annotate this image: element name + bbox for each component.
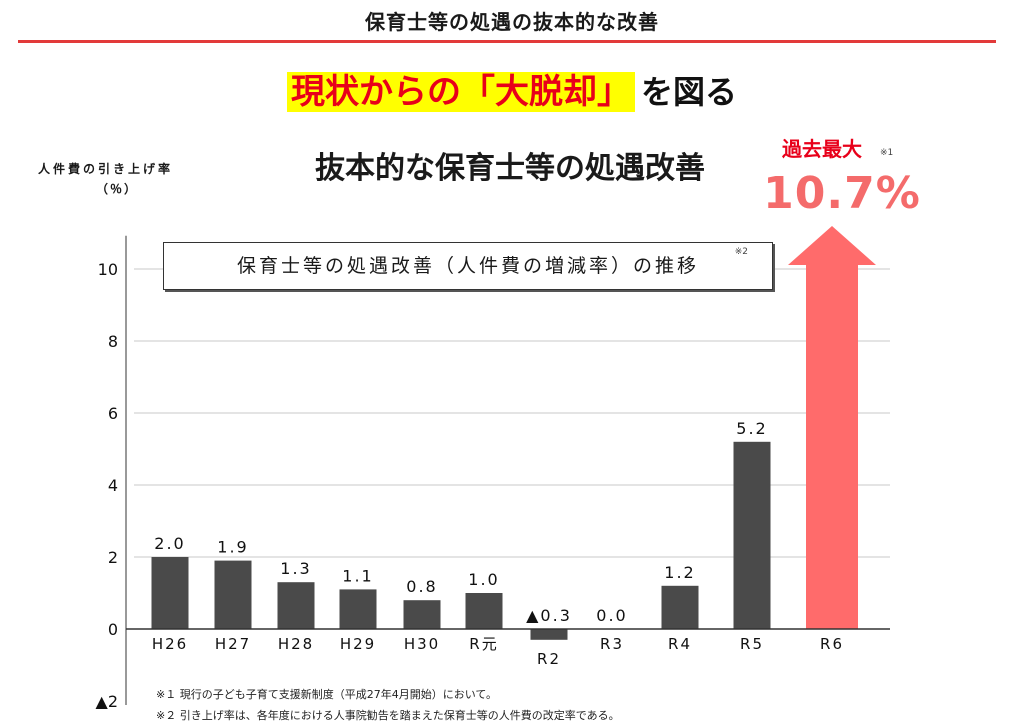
- category-label: H30: [404, 635, 440, 653]
- y-tick-label: 10: [98, 260, 118, 279]
- category-label: H26: [152, 635, 188, 653]
- bar: [733, 441, 771, 629]
- title-divider: [18, 40, 996, 43]
- record-footnote-mark: ※1: [880, 148, 894, 158]
- bar-value-label: 0.0: [596, 606, 627, 625]
- bar: [151, 557, 189, 629]
- record-value: 10.7%: [763, 168, 921, 219]
- y-tick-label: 0: [108, 620, 118, 639]
- y-tick-label: 8: [108, 332, 118, 351]
- bar-value-label: 1.1: [342, 566, 373, 585]
- bar-value-label: 0.8: [406, 577, 437, 596]
- category-label: R5: [740, 635, 764, 653]
- y-axis-label: 人件費の引き上げ率: [38, 162, 174, 176]
- bar-value-label: 2.0: [154, 534, 185, 553]
- bar: [465, 593, 503, 629]
- y-tick-label: 4: [108, 476, 118, 495]
- y-tick-label: ▲2: [96, 692, 118, 711]
- y-tick-label: 2: [108, 548, 118, 567]
- footnote-2: ※２ 引き上げ率は、各年度における人事院勧告を踏まえた保育士等の人件費の改定率で…: [156, 709, 620, 722]
- category-label: R3: [600, 635, 624, 653]
- bar-value-label: 1.2: [664, 563, 695, 582]
- category-label: R2: [537, 650, 561, 668]
- record-arrow: [788, 226, 876, 629]
- category-label: H27: [215, 635, 251, 653]
- headline: 現状からの「大脱却」 を図る: [0, 68, 1024, 116]
- category-label: R元: [469, 635, 498, 653]
- category-label: H29: [340, 635, 376, 653]
- headline-highlight: 現状からの「大脱却」: [286, 72, 635, 112]
- y-axis-unit: （％）: [96, 182, 139, 196]
- y-tick-label: 6: [108, 404, 118, 423]
- legend-box: 保育士等の処遇改善（人件費の増減率）の推移 ※2: [163, 242, 773, 290]
- subheadline: 抜本的な保育士等の処遇改善: [315, 151, 705, 186]
- bar-value-label: ▲0.3: [526, 606, 572, 625]
- category-label: R6: [820, 635, 844, 653]
- bar-value-label: 1.9: [217, 538, 248, 557]
- bar: [339, 589, 377, 629]
- legend-footnote-mark: ※2: [734, 247, 748, 257]
- bar: [214, 560, 252, 629]
- bar: [661, 585, 699, 629]
- page-title: 保育士等の処遇の抜本的な改善: [365, 10, 659, 34]
- category-label: R4: [668, 635, 692, 653]
- record-label: 過去最大: [782, 137, 862, 161]
- footnote-1: ※１ 現行の子ども子育て支援新制度（平成27年4月開始）において。: [156, 688, 498, 701]
- bar: [530, 629, 568, 640]
- bar-value-label: 1.0: [468, 570, 499, 589]
- category-label: H28: [278, 635, 314, 653]
- bar: [403, 600, 441, 629]
- headline-rest: を図る: [640, 73, 737, 111]
- bar-value-label: 5.2: [736, 419, 767, 438]
- bar-value-label: 1.3: [280, 559, 311, 578]
- bar: [277, 582, 315, 629]
- legend-text: 保育士等の処遇改善（人件費の増減率）の推移: [236, 255, 699, 277]
